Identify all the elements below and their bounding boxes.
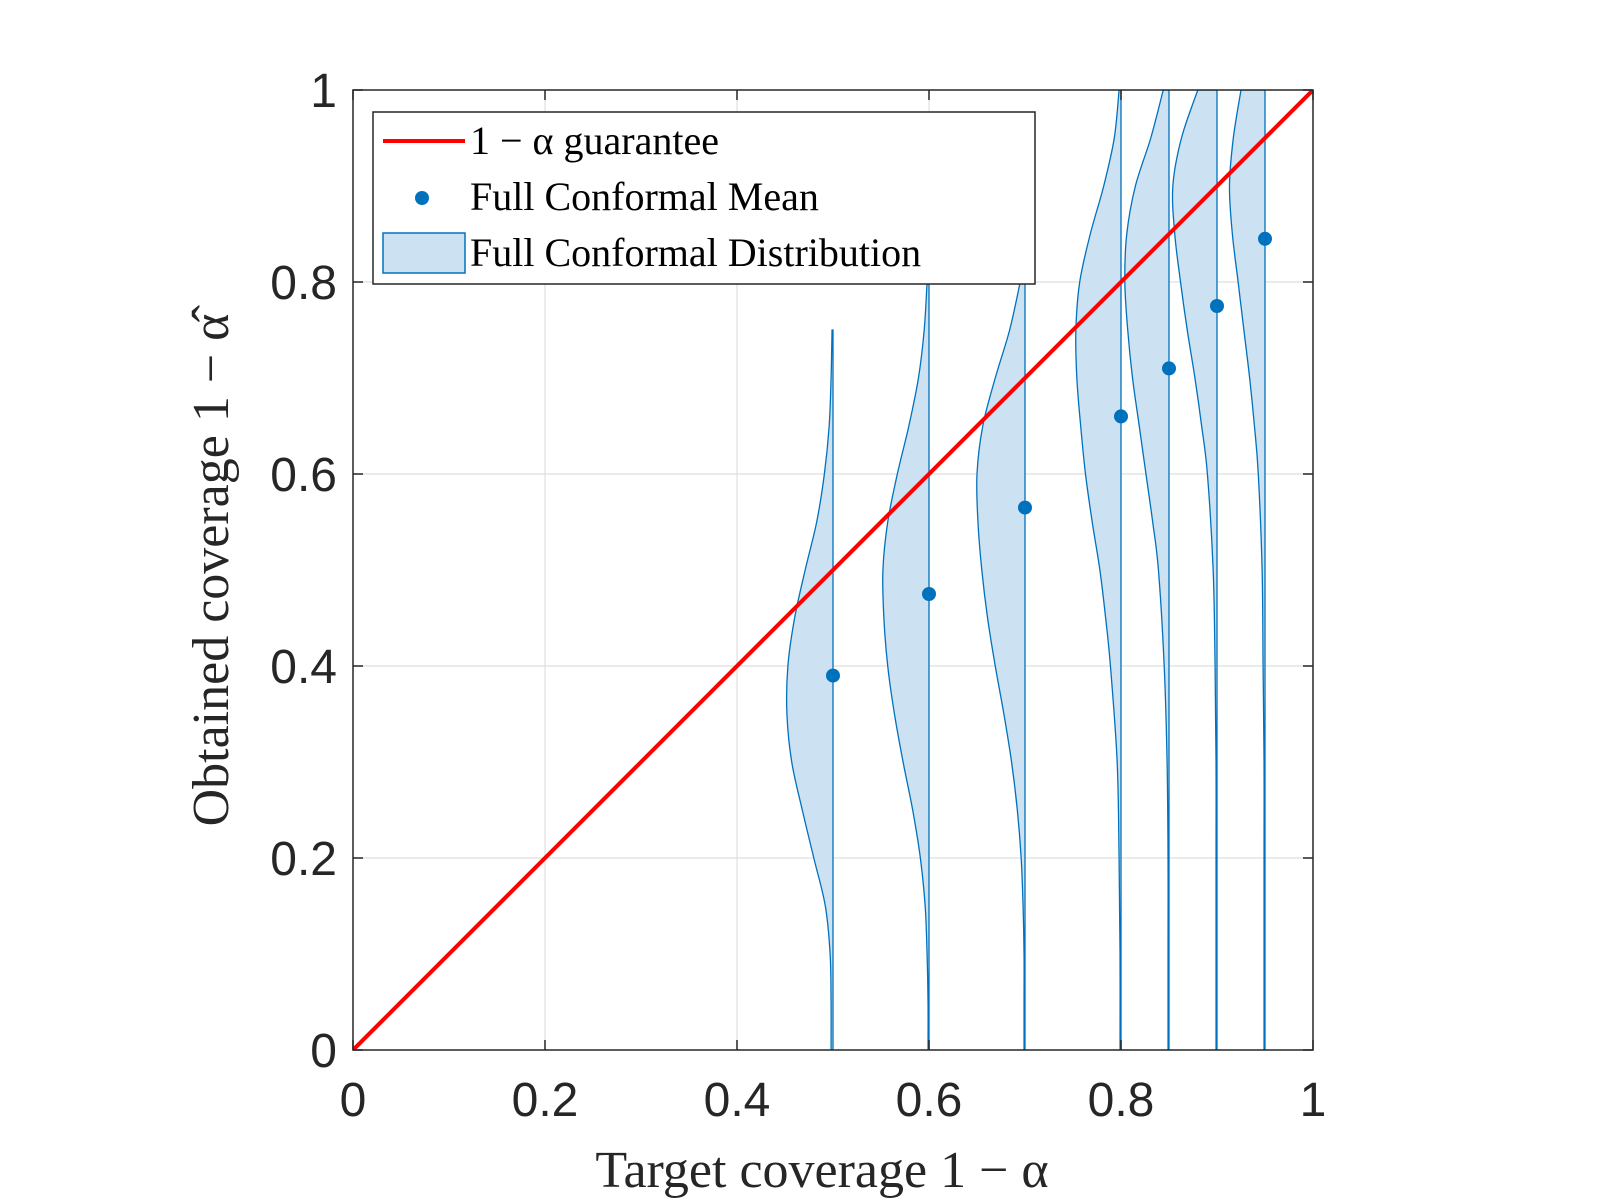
mean-point [1162, 361, 1176, 376]
plot-frame [352, 89, 1314, 1051]
axis-ticks [352, 89, 1314, 1051]
distribution-violin [1075, 90, 1122, 1050]
y-tick-label: 0.4 [270, 641, 337, 694]
legend-label-mean: Full Conformal Mean [470, 174, 819, 219]
violin-distributions [785, 90, 1266, 1050]
mean-point [1018, 500, 1032, 515]
y-tick-label: 0.2 [270, 833, 337, 886]
distribution-violin [1228, 90, 1266, 1050]
y-tick-label: 0 [310, 1025, 337, 1078]
y-tick-label: 0.6 [270, 449, 337, 502]
guarantee-line-layer [353, 90, 1313, 1050]
legend-label-guarantee: 1 − α guarantee [470, 118, 719, 163]
x-tick-label: 0.4 [704, 1074, 771, 1127]
x-tick-label: 0 [340, 1074, 367, 1127]
legend-label-distribution: Full Conformal Distribution [470, 230, 921, 275]
distribution-violin [976, 281, 1026, 1050]
mean-points [826, 231, 1272, 683]
y-tick-label: 1 [310, 65, 337, 118]
x-tick-label: 1 [1300, 1074, 1327, 1127]
x-tick-label: 0.2 [512, 1074, 579, 1127]
guarantee-line [353, 90, 1313, 1050]
distribution-violin [785, 329, 834, 1050]
mean-point [922, 587, 936, 601]
mean-point [1258, 231, 1272, 246]
distribution-violin [1171, 90, 1218, 1050]
mean-point [1114, 409, 1128, 424]
legend-marker-swatch [415, 191, 429, 205]
x-axis-title: Target coverage 1 − α [595, 1142, 1048, 1199]
legend-patch-swatch [382, 232, 466, 274]
y-axis-title: Obtained coverage 1 − α̂ [183, 305, 240, 827]
distribution-violin [1124, 90, 1170, 1050]
distribution-violin [882, 281, 930, 1050]
x-tick-label: 0.8 [1088, 1074, 1155, 1127]
legend: 1 − α guarantee Full Conformal Mean Full… [372, 111, 1036, 285]
mean-point [826, 668, 840, 683]
legend-box [372, 111, 1036, 285]
x-tick-label: 0.6 [896, 1074, 963, 1127]
tick-labels: 0 0.2 0.4 0.6 0.8 1 0 0.2 0.4 0.6 0.8 1 [270, 65, 1326, 1127]
mean-point [1210, 299, 1224, 313]
y-tick-label: 0.8 [270, 257, 337, 310]
